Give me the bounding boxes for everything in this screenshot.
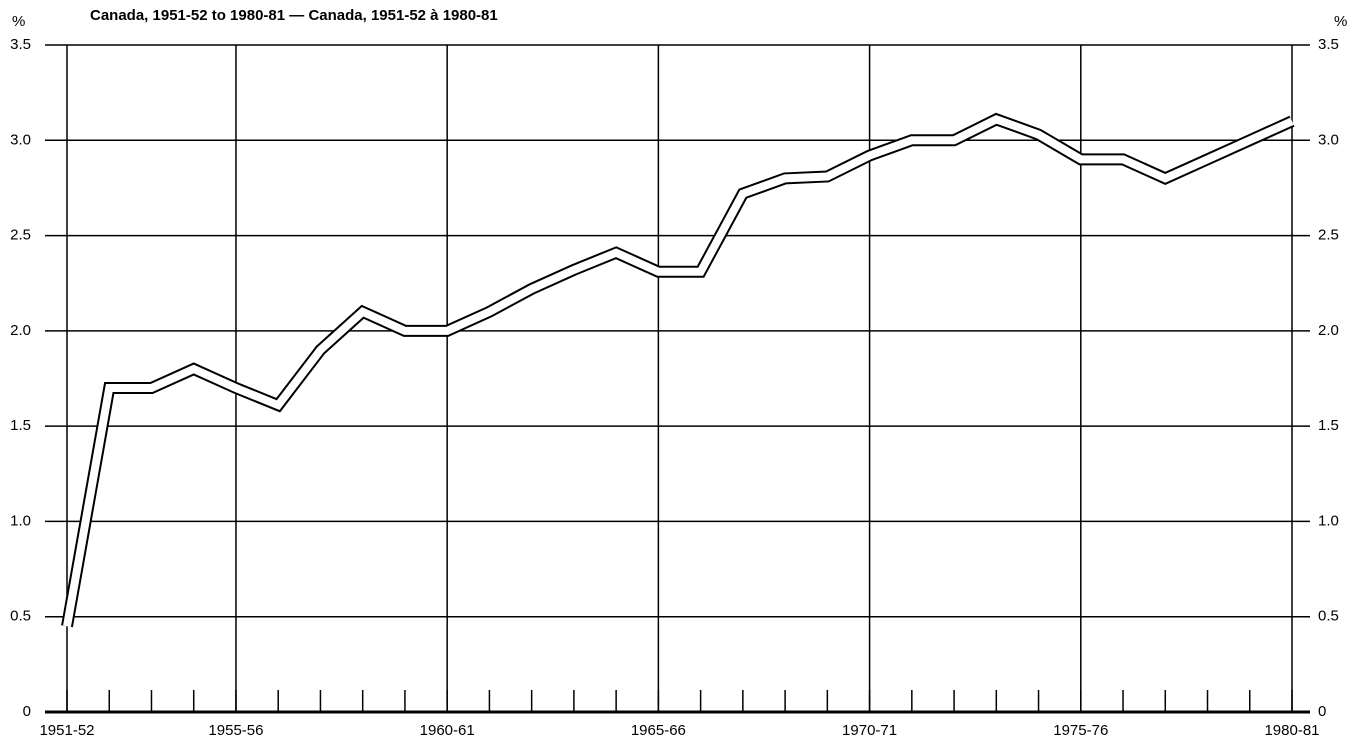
line-inner (63, 114, 1294, 627)
y-tick-label: 3.5 (10, 36, 31, 53)
x-tick-label: 1955-56 (208, 722, 263, 739)
y-axis-label: % (12, 13, 25, 30)
y2-tick-label: 0.5 (1318, 608, 1339, 625)
y-tick-label: 0 (23, 703, 31, 720)
x-tick-label: 1960-61 (420, 722, 475, 739)
chart-title: Canada, 1951-52 to 1980-81 — Canada, 195… (90, 7, 498, 24)
y-tick-label: 1.5 (10, 417, 31, 434)
y2-axis-label: % (1334, 13, 1347, 30)
y2-tick-label: 3.0 (1318, 131, 1339, 148)
y-tick-label: 3.0 (10, 131, 31, 148)
y2-tick-label: 3.5 (1318, 36, 1339, 53)
y-tick-label: 0.5 (10, 608, 31, 625)
y-tick-label: 2.5 (10, 227, 31, 244)
x-tick-label: 1970-71 (842, 722, 897, 739)
line-outline (61, 112, 1295, 628)
x-tick-label: 1951-52 (39, 722, 94, 739)
y2-tick-label: 1.0 (1318, 512, 1339, 529)
y2-tick-label: 2.5 (1318, 227, 1339, 244)
x-tick-label: 1980-81 (1264, 722, 1319, 739)
x-tick-label: 1965-66 (631, 722, 686, 739)
y2-tick-label: 2.0 (1318, 322, 1339, 339)
y-tick-label: 2.0 (10, 322, 31, 339)
x-tick-label: 1975-76 (1053, 722, 1108, 739)
y2-tick-label: 1.5 (1318, 417, 1339, 434)
y-tick-label: 1.0 (10, 512, 31, 529)
y2-tick-label: 0 (1318, 703, 1326, 720)
